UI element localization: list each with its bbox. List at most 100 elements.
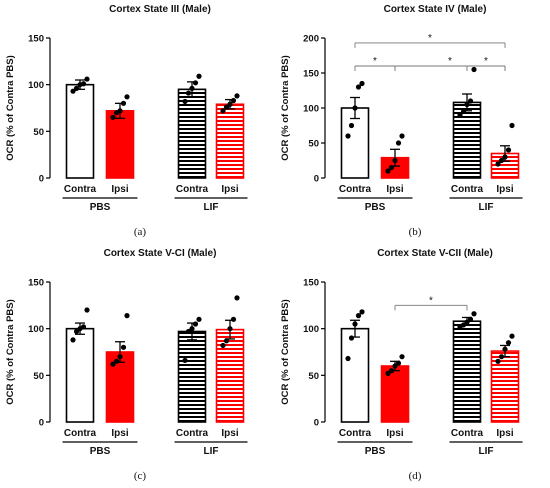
data-point <box>80 81 87 87</box>
category-label: Ipsi <box>496 428 513 439</box>
bar-pbs-contra <box>65 83 95 179</box>
y-tick-label: 100 <box>28 324 44 335</box>
data-point <box>359 80 365 87</box>
panel-caption: (a) <box>134 226 147 238</box>
data-point <box>498 157 505 164</box>
data-point <box>464 319 470 325</box>
data-point <box>185 90 192 96</box>
category-label: Contra <box>176 184 209 195</box>
data-point <box>73 85 80 91</box>
significance-star: * <box>448 56 452 67</box>
data-point <box>117 108 123 114</box>
group-label: PBS <box>90 446 111 457</box>
bar-lif-ipsi <box>215 103 245 179</box>
significance-star: * <box>373 56 377 67</box>
bar-lif-contra <box>177 330 207 423</box>
data-point <box>395 360 402 366</box>
data-point <box>471 66 477 73</box>
data-point <box>502 346 508 352</box>
y-axis-label: OCR (% of Contra PBS) <box>280 55 291 161</box>
data-point <box>227 101 233 107</box>
significance-bracket: * <box>466 56 506 71</box>
data-point <box>495 161 501 167</box>
data-point <box>192 80 199 86</box>
category-label: Contra <box>339 428 372 439</box>
data-point <box>84 76 90 82</box>
category-label: Contra <box>176 428 209 439</box>
data-point <box>113 358 120 364</box>
category-label: Contra <box>451 428 484 439</box>
data-point <box>471 311 477 317</box>
chart-title: Cortex State V-CII (Male) <box>377 248 493 259</box>
data-point <box>223 338 230 344</box>
data-point <box>182 357 188 363</box>
data-point <box>192 321 199 327</box>
data-point <box>234 93 240 99</box>
significance-bracket: * <box>354 56 396 71</box>
data-point <box>495 358 501 364</box>
data-point <box>73 328 80 335</box>
data-point <box>345 133 351 139</box>
panel-caption: (b) <box>409 226 422 238</box>
bar-pbs-contra <box>340 327 370 423</box>
category-label: Ipsi <box>111 428 128 439</box>
y-tick-label: 50 <box>308 371 319 382</box>
bar-lif-contra <box>452 320 482 423</box>
group-label: PBS <box>365 446 386 457</box>
y-tick-label: 100 <box>28 80 44 91</box>
bar-lif-ipsi <box>215 328 245 423</box>
category-label: Ipsi <box>496 184 513 195</box>
data-point <box>345 355 351 362</box>
data-point <box>355 313 362 319</box>
y-tick-label: 150 <box>303 69 319 80</box>
bar-pbs-contra <box>340 107 370 179</box>
group-label: LIF <box>479 446 494 457</box>
data-point <box>467 98 474 104</box>
data-point <box>110 114 116 120</box>
data-point <box>124 313 130 319</box>
category-label: Ipsi <box>386 184 403 195</box>
y-tick-label: 100 <box>303 324 319 335</box>
category-label: Contra <box>64 184 97 195</box>
data-point <box>196 73 202 79</box>
y-tick-label: 150 <box>28 278 44 289</box>
data-point <box>124 94 130 100</box>
data-point <box>189 326 195 332</box>
data-point <box>230 97 237 104</box>
data-point <box>395 140 402 146</box>
category-label: Contra <box>451 184 484 195</box>
data-point <box>399 354 405 360</box>
y-tick-label: 100 <box>303 104 319 115</box>
group-label: PBS <box>365 202 386 213</box>
category-label: Ipsi <box>111 184 128 195</box>
bar-pbs-ipsi <box>105 110 135 179</box>
group-label: PBS <box>90 202 111 213</box>
data-point <box>223 104 230 110</box>
y-tick-label: 0 <box>39 418 44 429</box>
significance-star: * <box>428 33 432 44</box>
data-point <box>392 363 398 369</box>
chart-panel-3: Cortex State V-CI (Male) OCR (% of Contra… <box>5 248 248 482</box>
y-tick-label: 50 <box>33 127 44 138</box>
data-point <box>388 368 395 374</box>
data-point <box>70 337 76 343</box>
y-tick-label: 50 <box>308 139 319 150</box>
data-point <box>182 98 188 105</box>
data-point <box>220 108 226 114</box>
group-label: LIF <box>204 446 219 457</box>
data-point <box>234 295 240 301</box>
data-point <box>392 157 398 164</box>
y-tick-label: 0 <box>39 174 44 185</box>
panel-caption: (d) <box>409 470 422 482</box>
data-point <box>498 354 505 360</box>
y-tick-label: 0 <box>314 174 319 185</box>
data-point <box>502 154 508 160</box>
bar-pbs-ipsi <box>380 365 410 423</box>
data-point <box>505 340 512 346</box>
data-point <box>230 316 237 322</box>
data-point <box>220 342 226 349</box>
category-label: Contra <box>339 184 372 195</box>
y-axis-label: OCR (% of Contra PBS) <box>5 299 16 405</box>
bar-lif-contra <box>177 88 207 179</box>
